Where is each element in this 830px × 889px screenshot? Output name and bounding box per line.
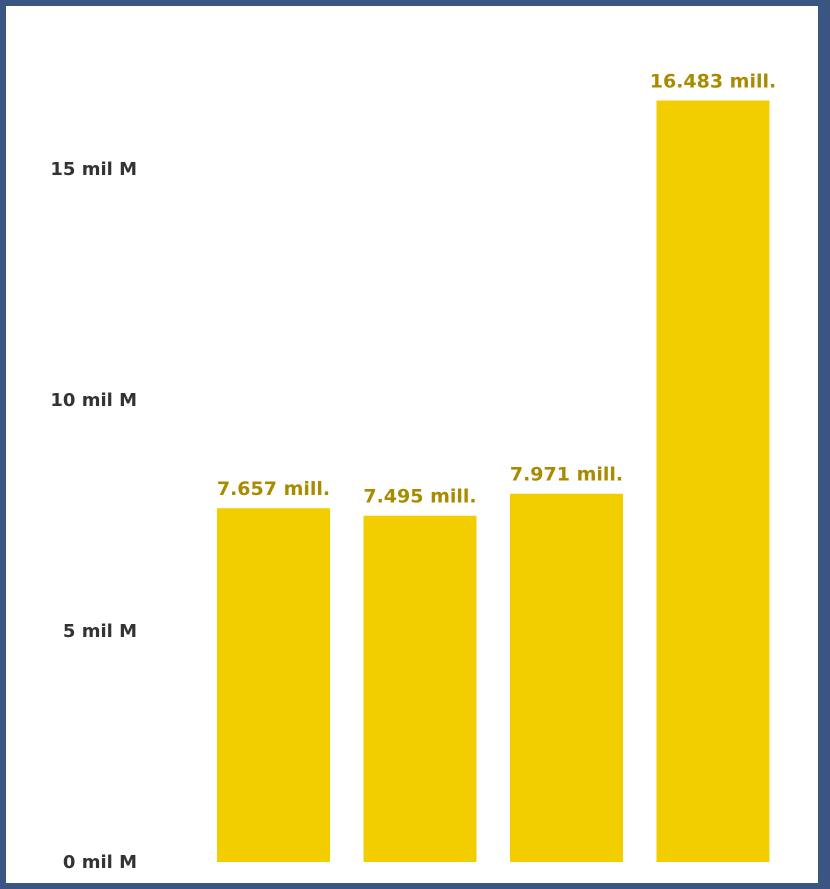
bar-value-label: 7.971 mill. (510, 464, 623, 486)
bar-series (217, 100, 770, 862)
bar[interactable] (217, 508, 330, 862)
chart-panel: 0 mil M 5 mil M 10 mil M 15 mil M 7.657 mil… (6, 6, 818, 883)
data-labels: 7.657 mill. 7.495 mill. 7.971 mill. 16.483 … (217, 70, 776, 507)
y-tick-label: 10 mil M (50, 390, 137, 411)
bar-value-label: 7.657 mill. (217, 478, 330, 500)
y-tick-label: 0 mil M (63, 852, 137, 873)
bar[interactable] (656, 100, 770, 862)
y-tick-label: 5 mil M (63, 621, 137, 642)
bar-chart: 0 mil M 5 mil M 10 mil M 15 mil M 7.657 mil… (50, 70, 776, 873)
bar-value-label: 7.495 mill. (363, 486, 476, 508)
y-tick-label: 15 mil M (50, 159, 137, 180)
bar[interactable] (363, 515, 477, 862)
bar[interactable] (510, 493, 623, 862)
bar-value-label: 16.483 mill. (650, 70, 777, 92)
y-axis: 0 mil M 5 mil M 10 mil M 15 mil M (50, 159, 137, 873)
